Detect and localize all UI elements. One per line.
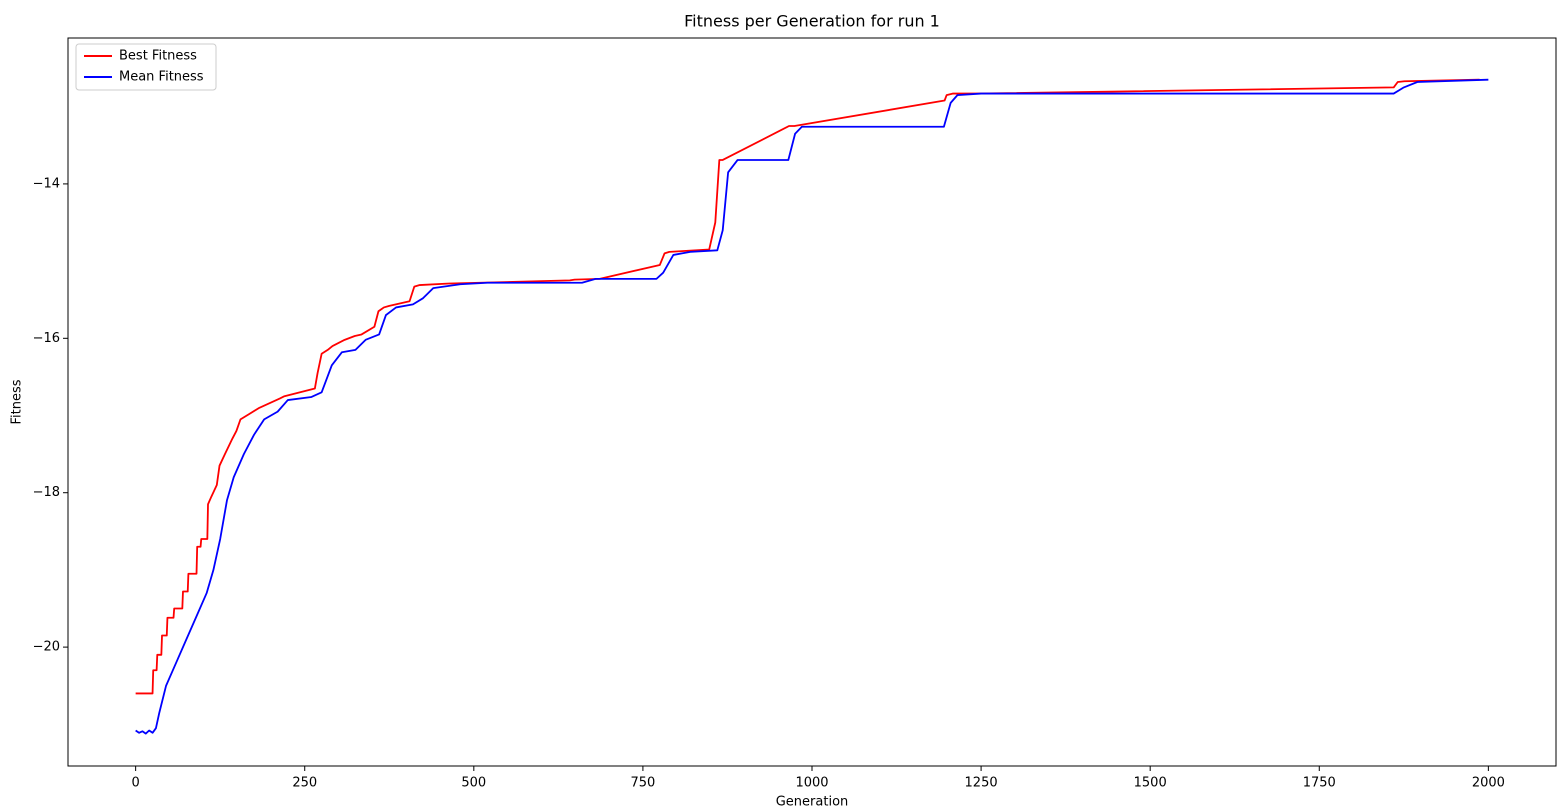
x-axis-label: Generation bbox=[776, 795, 849, 810]
y-tick-label: −18 bbox=[33, 485, 60, 500]
data-line bbox=[135, 78, 1480, 695]
x-tick-label: 1500 bbox=[1134, 776, 1167, 791]
x-tick-label: 500 bbox=[461, 776, 486, 791]
legend-label: Mean Fitness bbox=[119, 70, 204, 85]
x-tick-label: 1750 bbox=[1303, 776, 1336, 791]
x-tick-label: 2000 bbox=[1472, 776, 1505, 791]
plot-frame bbox=[67, 37, 1557, 767]
x-tick-label: 750 bbox=[630, 776, 655, 791]
y-tick-label: −16 bbox=[33, 331, 60, 346]
x-tick-label: 1000 bbox=[795, 776, 828, 791]
legend-label: Best Fitness bbox=[119, 49, 197, 64]
y-axis-label: Fitness bbox=[10, 379, 25, 424]
x-tick-label: 0 bbox=[131, 776, 139, 791]
x-tick-label: 1250 bbox=[965, 776, 998, 791]
chart-title: Fitness per Generation for run 1 bbox=[684, 12, 940, 31]
y-tick-label: −14 bbox=[33, 176, 60, 191]
x-tick-label: 250 bbox=[292, 776, 317, 791]
data-line bbox=[135, 78, 1489, 735]
legend: Best Fitness Mean Fitness bbox=[75, 43, 217, 91]
y-tick-label: −20 bbox=[33, 640, 60, 655]
